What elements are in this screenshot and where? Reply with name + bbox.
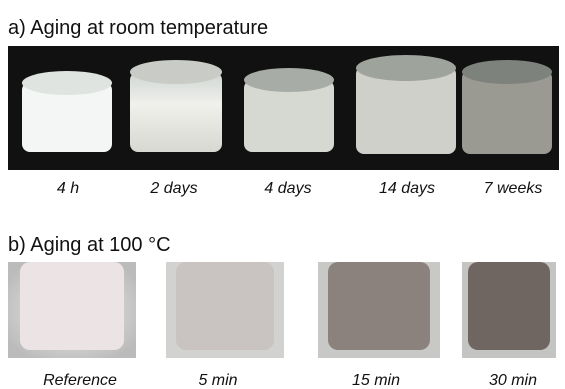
sample-label: 15 min xyxy=(352,372,400,389)
panel-a-title: a) Aging at room temperature xyxy=(8,17,268,39)
figure: a) Aging at room temperature 4 h 2 days … xyxy=(0,0,565,389)
samples-b xyxy=(8,262,556,358)
sample-photo xyxy=(22,71,112,152)
sample-label: 5 min xyxy=(198,372,237,389)
sample-photo xyxy=(356,55,456,154)
jar-photo xyxy=(8,262,136,358)
jar-photo xyxy=(462,262,556,358)
sample-label: 4 h xyxy=(57,180,79,197)
sample-photo xyxy=(244,68,334,152)
sample-label: 30 min xyxy=(489,372,537,389)
sample-label: 14 days xyxy=(379,180,435,197)
sample-label: 2 days xyxy=(149,180,197,197)
sample-label: 4 days xyxy=(264,180,311,197)
jar-photo xyxy=(166,262,284,358)
panel-b-title: b) Aging at 100 °C xyxy=(8,234,171,256)
sample-photo xyxy=(462,60,552,154)
sample-photo xyxy=(130,60,222,152)
sample-label: Reference xyxy=(43,372,117,389)
jar-photo xyxy=(318,262,440,358)
sample-label: 7 weeks xyxy=(484,180,543,197)
